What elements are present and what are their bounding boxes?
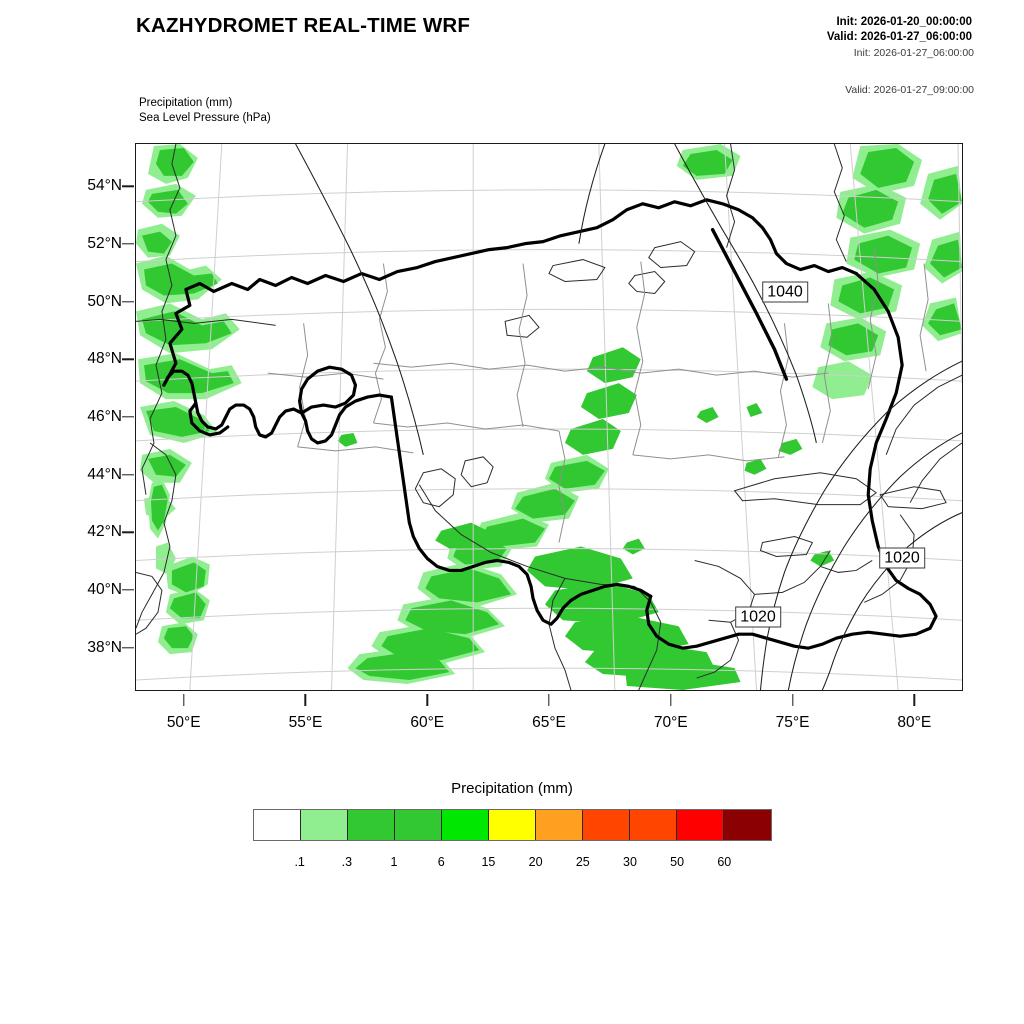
lat-tick-mark	[122, 647, 134, 649]
colorbar-section: Precipitation (mm) .1 .3 1 6 15 20 25 30 50 60	[0, 780, 1024, 869]
colorbar-tick-label: .3	[341, 855, 353, 869]
lon-tick-label: 50°E	[166, 714, 201, 731]
lat-tick-mark	[122, 531, 134, 534]
lon-tick-mark	[670, 694, 672, 706]
lat-tick-label: 52°N	[87, 234, 122, 252]
contour-value-label: 1020	[735, 606, 781, 628]
lat-tick-mark	[122, 416, 134, 418]
pressure-contours	[295, 144, 962, 690]
lat-tick-mark	[122, 185, 134, 187]
lat-tick-mark	[122, 473, 134, 476]
map-plot-area[interactable]: 1040 1020 1020	[135, 143, 963, 691]
init-time-secondary: Init: 2026-01-27_06:00:00	[853, 47, 974, 59]
contour-1040-line	[710, 227, 789, 381]
stamp-spacer	[845, 60, 974, 84]
colorbar-wrapper	[252, 809, 772, 843]
colorbar-tick-label: .1	[294, 855, 305, 869]
admin-boundaries	[267, 247, 929, 543]
colorbar-title: Precipitation (mm)	[451, 780, 573, 797]
field-legend: Precipitation (mm) Sea Level Pressure (h…	[139, 96, 271, 125]
contour-value-label: 1040	[762, 281, 808, 303]
colorbar-swatch[interactable]	[347, 810, 395, 840]
lat-tick-mark	[122, 358, 134, 361]
lon-tick-mark	[548, 694, 550, 706]
lat-tick-label: 40°N	[87, 581, 122, 599]
colorbar-tick-label: 6	[437, 855, 445, 869]
colorbar-swatch[interactable]	[630, 810, 678, 840]
colorbar-swatch[interactable]	[583, 810, 631, 840]
graticule	[136, 144, 962, 690]
colorbar-swatch[interactable]	[441, 810, 489, 840]
lon-tick-label: 80°E	[897, 714, 932, 731]
lat-tick-mark	[122, 589, 134, 591]
field-slp-label: Sea Level Pressure (hPa)	[139, 111, 271, 124]
colorbar-tick-label: 15	[481, 855, 496, 869]
field-precipitation-label: Precipitation (mm)	[139, 97, 233, 109]
colorbar-swatch[interactable]	[488, 810, 537, 840]
lon-tick-mark	[304, 694, 307, 706]
colorbar-swatches[interactable]	[252, 809, 772, 841]
lat-tick-label: 48°N	[87, 350, 122, 368]
lat-tick-label: 42°N	[87, 523, 122, 541]
colorbar-tick-label: 20	[528, 855, 543, 869]
lon-tick-label: 65°E	[532, 714, 566, 731]
longitude-axis: 50°E 55°E 60°E 65°E 70°E 75°E 80°E	[135, 694, 963, 731]
colorbar-tick-label: 30	[623, 855, 637, 869]
colorbar-swatch[interactable]	[253, 810, 301, 840]
lon-tick-label: 75°E	[775, 714, 810, 731]
page-title: KAZHYDROMET REAL-TIME WRF	[136, 14, 471, 37]
colorbar-swatch[interactable]	[536, 810, 584, 840]
latitude-axis: 54°N 52°N 50°N 48°N 46°N 44°N 42°N 40°N 38°N	[40, 143, 134, 691]
map-canvas	[136, 144, 962, 690]
lon-tick-mark	[913, 694, 915, 706]
colorbar-tick-label: 25	[575, 855, 590, 869]
lat-tick-label: 38°N	[87, 638, 122, 656]
colorbar-tick-labels: .1 .3 1 6 15 20 25 30 50 60	[253, 843, 772, 869]
lon-tick-label: 60°E	[410, 714, 445, 731]
lat-tick-label: 50°N	[87, 292, 122, 310]
contour-value-label: 1020	[879, 547, 925, 569]
colorbar-tick-label: 60	[717, 855, 732, 869]
model-run-stamps-secondary: Init: 2026-01-27_06:00:00 Valid: 2026-01…	[845, 47, 974, 97]
lat-tick-mark	[122, 300, 134, 303]
lon-tick-mark	[183, 694, 185, 706]
colorbar-tick-label: 50	[670, 855, 685, 869]
valid-time-primary: Valid: 2026-01-27_06:00:00	[826, 30, 972, 43]
valid-time-secondary: Valid: 2026-01-27_09:00:00	[845, 84, 974, 96]
colorbar-swatch[interactable]	[394, 810, 442, 840]
model-run-stamps-primary: Init: 2026-01-20_00:00:00 Valid: 2026-01…	[827, 15, 972, 44]
lon-tick-label: 70°E	[653, 714, 688, 731]
kazakhstan-border	[162, 198, 938, 650]
lon-tick-mark	[791, 694, 794, 706]
lon-tick-mark	[426, 694, 428, 706]
colorbar-tick-label: 1	[390, 855, 398, 869]
lat-tick-label: 46°N	[87, 408, 122, 425]
lon-tick-label: 55°E	[288, 714, 323, 731]
lat-tick-label: 54°N	[87, 177, 122, 195]
colorbar-swatch[interactable]	[677, 810, 725, 840]
lat-tick-mark	[122, 243, 134, 245]
colorbar-swatch[interactable]	[724, 810, 771, 840]
lat-tick-label: 44°N	[87, 465, 122, 483]
init-time-primary: Init: 2026-01-20_00:00:00	[836, 16, 972, 28]
colorbar-swatch[interactable]	[300, 810, 348, 840]
